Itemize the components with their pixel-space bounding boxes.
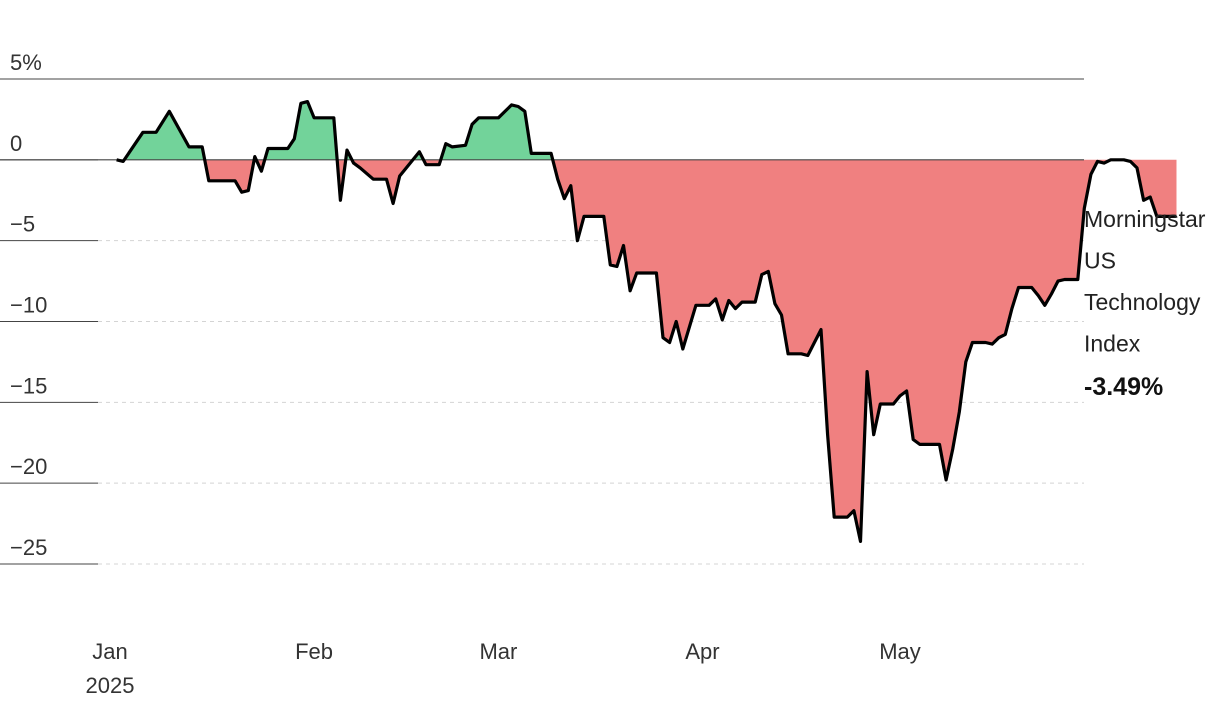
x-tick-label: Apr	[685, 639, 719, 664]
series-name-line: US	[1084, 248, 1116, 274]
x-tick-label: Jan	[92, 639, 127, 664]
series-last-value: -3.49%	[1084, 373, 1163, 401]
y-tick-label: −25	[10, 535, 47, 560]
y-tick-label: −20	[10, 454, 47, 479]
y-axis-tick-labels: 5% 0 −5 −10 −15 −20 −25	[10, 50, 47, 560]
positive-area-2	[124, 111, 205, 160]
negative-area-9	[351, 159, 413, 204]
positive-area-12	[440, 104, 553, 160]
y-tick-label: −5	[10, 212, 35, 237]
chart-area-fills	[116, 101, 1177, 542]
series-line	[116, 100, 1177, 543]
x-tick-label: Mar	[479, 639, 517, 664]
chart-line-layer	[116, 100, 1177, 543]
y-tick-label: −15	[10, 373, 47, 398]
x-axis-tick-labels: Jan 2025 Feb Mar Apr May	[86, 639, 921, 698]
y-tick-label: 0	[10, 131, 22, 156]
series-name-line: Morningstar	[1084, 206, 1206, 232]
positive-area-6	[264, 101, 338, 160]
negative-area-13	[552, 159, 1177, 542]
series-name-line: Index	[1084, 331, 1141, 357]
x-tick-label: May	[879, 639, 921, 664]
series-label-group: Morningstar US Technology Index -3.49%	[1084, 206, 1206, 401]
y-tick-label: 5%	[10, 50, 42, 75]
y-tick-label: −10	[10, 293, 47, 318]
x-tick-label: Feb	[295, 639, 333, 664]
series-name-line: Technology	[1084, 289, 1201, 315]
x-tick-sublabel: 2025	[86, 673, 135, 698]
negative-area-3	[204, 159, 255, 193]
